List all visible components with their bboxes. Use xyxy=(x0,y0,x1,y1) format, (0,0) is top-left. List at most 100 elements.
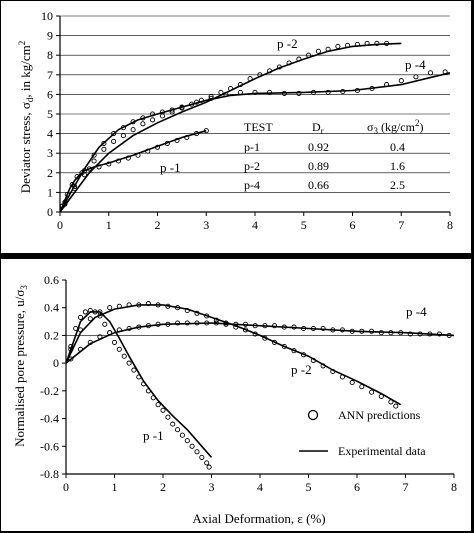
data-point-p2 xyxy=(335,43,341,49)
legend-exp-label: Experimental data xyxy=(338,444,426,458)
data-point-p4 xyxy=(398,78,404,84)
series-line-p1 xyxy=(65,311,213,458)
table-header-dr: Dr xyxy=(312,120,324,136)
data-point-p4 xyxy=(159,109,165,115)
table-header-sigma: σ3 (kg/cm2) xyxy=(367,118,423,136)
table-row-dr: 0.92 xyxy=(308,140,329,154)
top-axes xyxy=(56,15,451,216)
y-tick-label: 1 xyxy=(47,185,53,199)
data-point-p1 xyxy=(86,166,92,172)
data-point-p2 xyxy=(87,316,93,322)
y-tick-label: 0.2 xyxy=(44,328,59,342)
data-point-p4 xyxy=(194,320,200,326)
series-line-p4 xyxy=(65,322,455,364)
data-point-p4 xyxy=(325,89,331,95)
data-point-p1 xyxy=(206,464,212,470)
data-point-p1 xyxy=(141,381,147,387)
data-point-p1 xyxy=(150,395,156,401)
data-point-p4 xyxy=(281,324,287,330)
data-point-p4 xyxy=(140,115,146,121)
data-point-p2 xyxy=(213,317,219,323)
data-point-p2 xyxy=(150,117,156,123)
data-point-p2 xyxy=(126,302,132,308)
data-point-p1 xyxy=(96,164,102,170)
data-point-p4 xyxy=(446,332,452,338)
data-point-p4 xyxy=(72,183,78,190)
top-series-label-p4: p -4 xyxy=(405,57,426,72)
data-point-p2 xyxy=(204,313,210,319)
data-point-p1 xyxy=(115,158,122,164)
data-point-p2 xyxy=(276,64,282,70)
table-row-test: p-1 xyxy=(244,140,260,154)
data-point-p4 xyxy=(101,140,107,146)
data-point-p2 xyxy=(252,331,258,337)
series-line-p1 xyxy=(59,129,207,213)
x-tick-label: 2 xyxy=(155,218,161,232)
data-point-p4 xyxy=(242,321,249,327)
data-point-p4 xyxy=(330,327,336,333)
bottom-series-label-p2: p -2 xyxy=(291,362,312,377)
data-point-p4 xyxy=(252,323,258,329)
y-tick-label: 8 xyxy=(47,48,53,62)
data-point-p4 xyxy=(369,328,375,334)
y-tick-label: 0 xyxy=(47,205,53,219)
data-point-p4 xyxy=(62,199,68,205)
data-point-p4 xyxy=(262,323,268,329)
table-row-sigma: 2.5 xyxy=(390,178,405,192)
test-table: TEST Dr σ3 (kg/cm2) p-1 0.92 0.4 p-2 0.8… xyxy=(244,118,423,192)
y-tick-label: -0.6 xyxy=(40,439,59,453)
x-tick-label: 6 xyxy=(354,480,360,494)
data-point-p4 xyxy=(320,325,326,332)
y-tick-label: 5 xyxy=(47,107,53,121)
data-point-p1 xyxy=(131,367,137,373)
data-point-p2 xyxy=(107,305,113,311)
data-point-p4 xyxy=(310,325,316,332)
data-point-p1 xyxy=(68,343,74,350)
data-point-p2 xyxy=(101,146,107,152)
data-point-p2 xyxy=(111,138,117,144)
data-point-p4 xyxy=(175,320,181,326)
y-tick-label: 6 xyxy=(47,87,53,101)
data-point-p2 xyxy=(306,52,312,58)
x-tick-label: 5 xyxy=(306,480,312,494)
y-tick-label: -0.2 xyxy=(40,384,59,398)
data-point-p4 xyxy=(223,320,229,326)
table-row-dr: 0.89 xyxy=(308,159,329,173)
x-tick-label: 4 xyxy=(257,480,263,494)
data-point-p4 xyxy=(359,328,365,334)
data-point-p1 xyxy=(160,407,166,413)
data-point-p4 xyxy=(208,95,214,101)
data-point-p4 xyxy=(237,89,243,95)
data-point-p4 xyxy=(281,90,287,96)
top-series-label-p2: p -2 xyxy=(277,36,298,51)
data-point-p4 xyxy=(87,339,93,345)
data-point-p1 xyxy=(77,314,84,320)
x-tick-label: 4 xyxy=(252,218,258,232)
data-point-p2 xyxy=(320,363,326,369)
data-point-p4 xyxy=(184,320,190,326)
table-row-dr: 0.66 xyxy=(308,178,329,192)
data-point-p1 xyxy=(164,140,170,146)
top-y-tick-labels: 0 1 2 3 4 5 6 7 8 9 10 xyxy=(41,9,53,219)
data-point-p2 xyxy=(369,389,375,395)
data-point-p4 xyxy=(81,168,87,174)
data-point-p2 xyxy=(296,56,302,62)
data-point-p2 xyxy=(315,48,321,54)
data-point-p2 xyxy=(208,93,214,99)
data-point-p4 xyxy=(271,323,278,329)
data-point-p4 xyxy=(130,119,136,125)
data-point-p1 xyxy=(145,388,151,394)
x-tick-label: 0 xyxy=(63,480,69,494)
data-point-p4 xyxy=(388,330,394,336)
data-point-p2 xyxy=(165,303,171,309)
data-point-p1 xyxy=(194,449,200,455)
data-point-p1 xyxy=(193,131,200,137)
y-tick-label: 0 xyxy=(53,356,59,370)
data-point-p1 xyxy=(136,374,142,380)
data-point-p1 xyxy=(189,443,195,449)
data-point-p1 xyxy=(174,137,180,144)
data-point-p4 xyxy=(204,320,210,326)
data-point-p2 xyxy=(140,121,146,127)
y-tick-label: 0.4 xyxy=(44,301,59,315)
top-series xyxy=(59,40,451,213)
